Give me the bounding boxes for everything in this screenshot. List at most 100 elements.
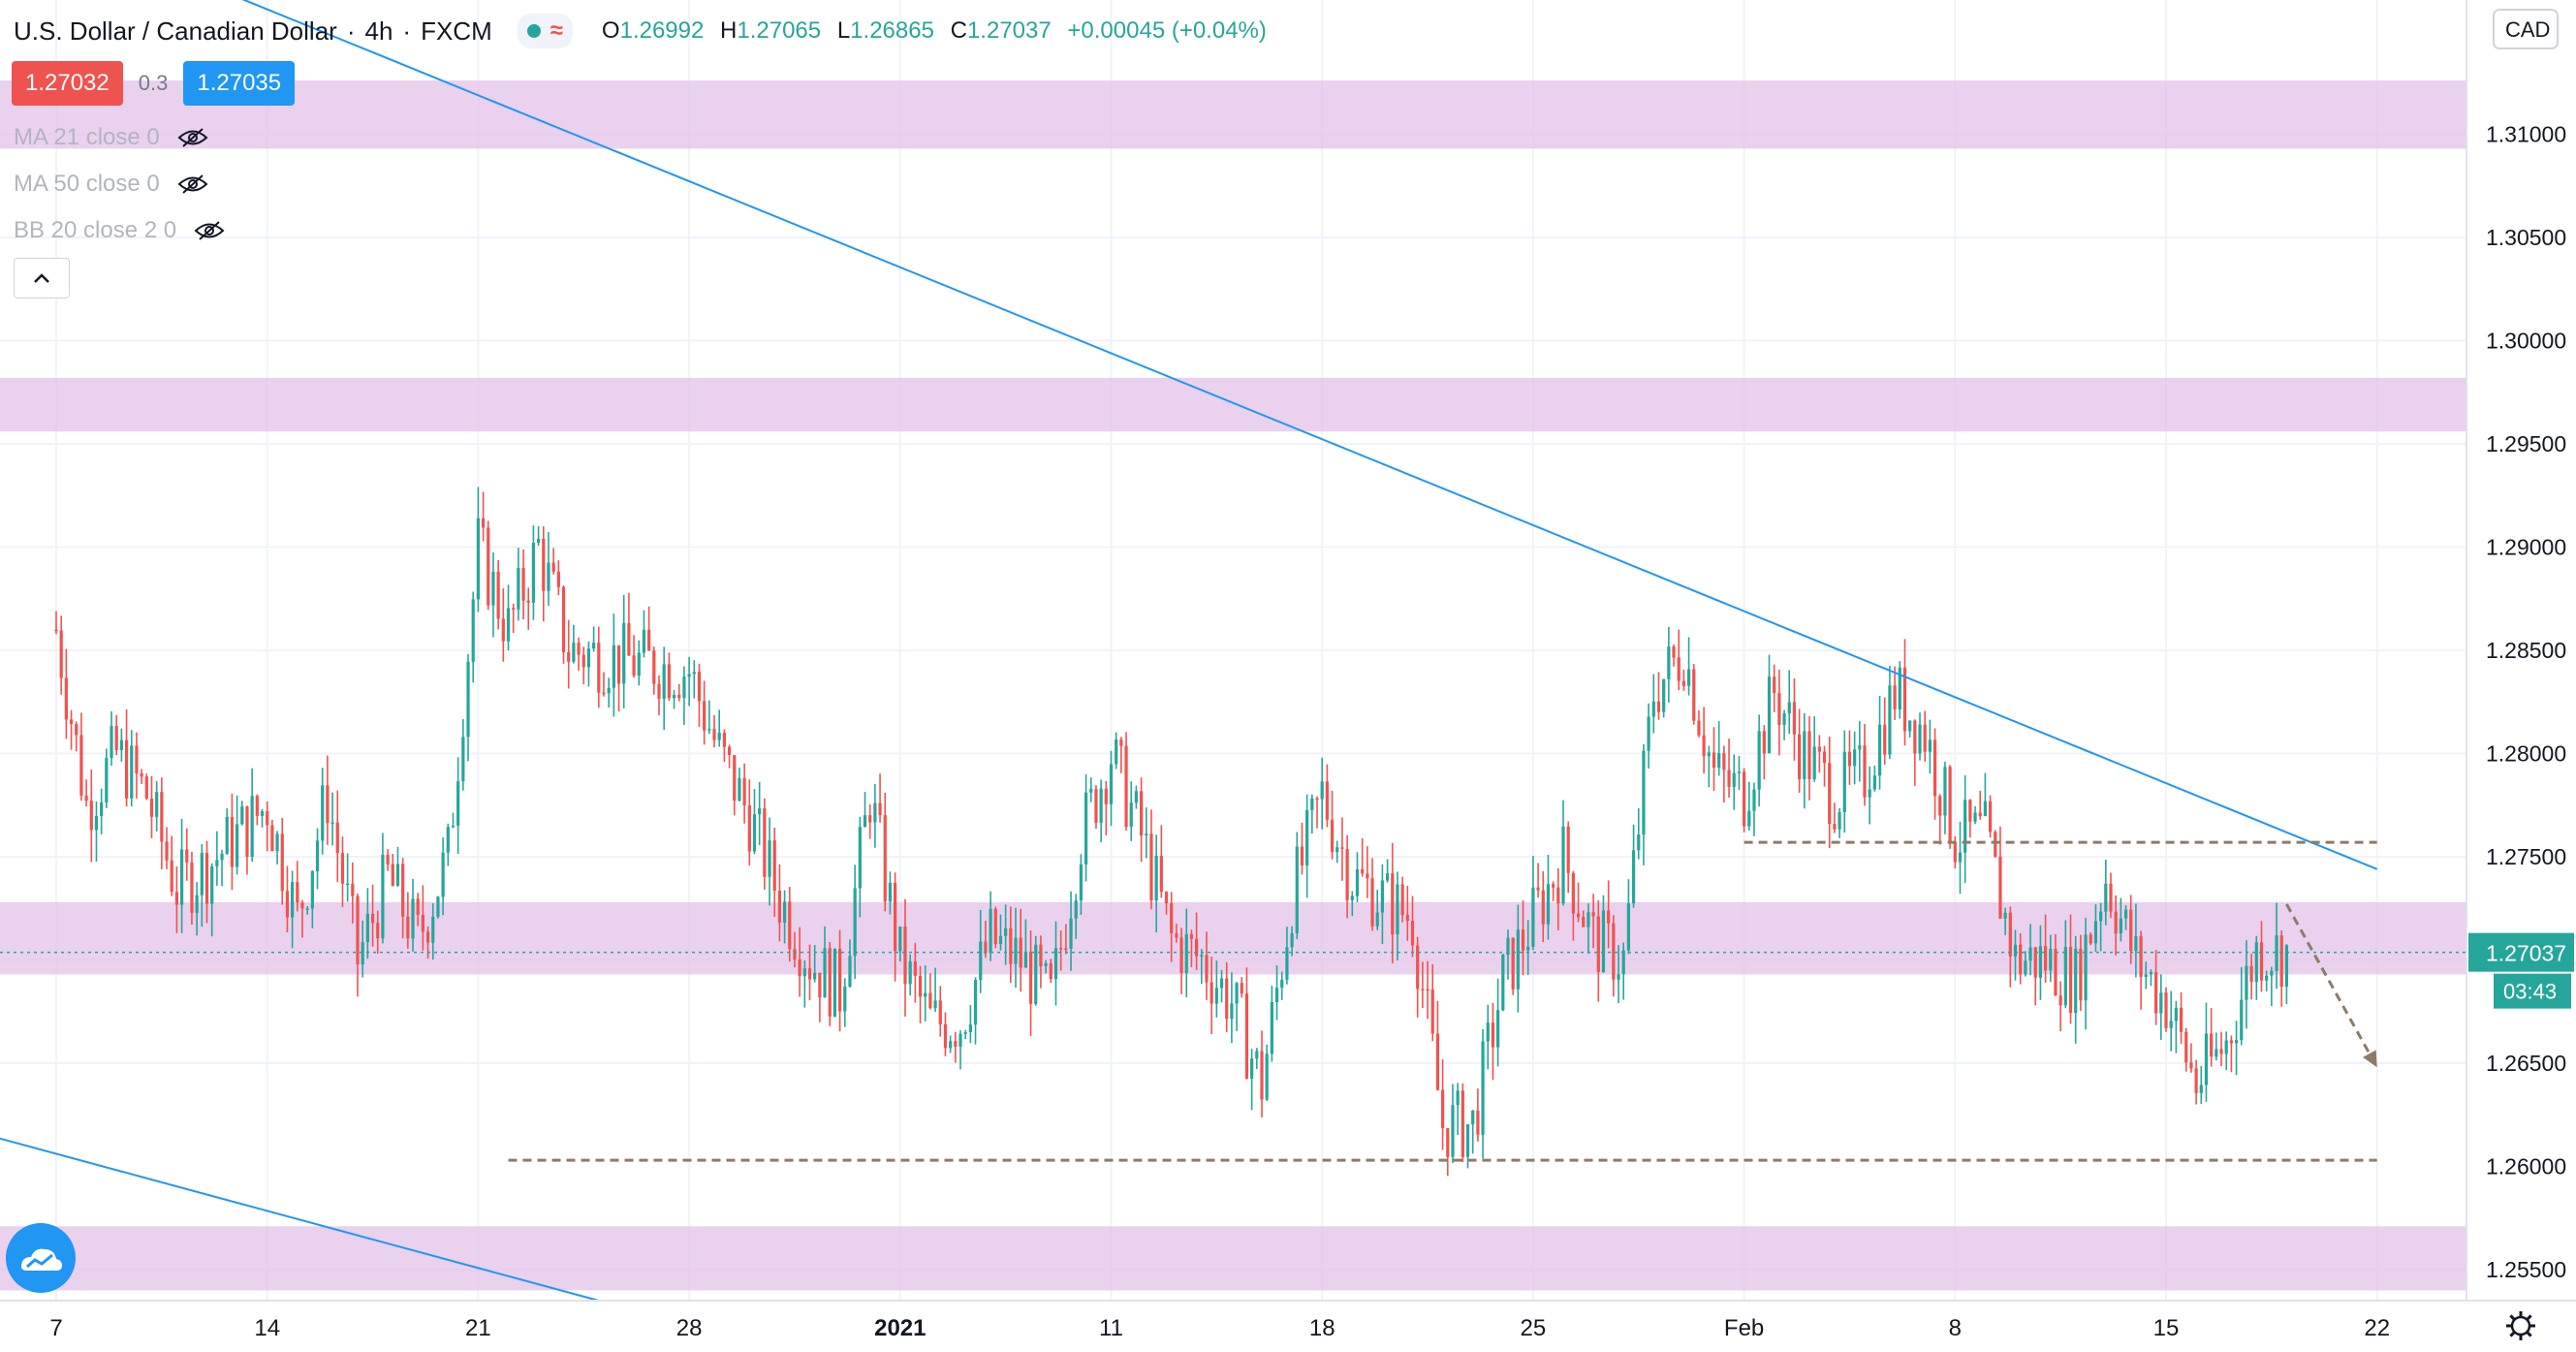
candle-body <box>1059 948 1063 950</box>
candle-body <box>903 927 907 985</box>
candle-body <box>1375 912 1379 927</box>
candle-body <box>1521 929 1525 951</box>
candle-body <box>1034 944 1038 1004</box>
price-tick-label: 1.27500 <box>2486 844 2566 869</box>
candle-body <box>1255 1051 1259 1059</box>
candle-body <box>2194 1068 2198 1093</box>
candle-body <box>1195 938 1199 957</box>
candle-body <box>1953 842 1957 863</box>
candle-body <box>898 927 902 952</box>
candle-body <box>1471 1110 1475 1125</box>
price-tick-label: 1.31000 <box>2486 121 2566 146</box>
candle-body <box>2079 948 2083 1001</box>
candle-body <box>989 908 992 954</box>
candle-body <box>843 986 847 1012</box>
candle-body <box>1300 846 1304 865</box>
candle-body <box>1270 1001 1273 1054</box>
candle-body <box>1380 880 1385 913</box>
candle-body <box>2169 1021 2173 1028</box>
candle-body <box>938 1000 942 1024</box>
price-tick-label: 1.26500 <box>2486 1051 2566 1076</box>
candle-body <box>119 739 123 750</box>
candle-body <box>1847 751 1852 767</box>
candle-body <box>1973 812 1977 822</box>
candle-body <box>2149 972 2153 975</box>
price-tick-label: 1.25500 <box>2486 1257 2566 1282</box>
candle-body <box>2024 960 2027 975</box>
candle-body <box>2008 912 2012 957</box>
candle-body <box>2265 975 2269 981</box>
gear-ring <box>2510 1315 2531 1336</box>
candle-body <box>140 773 143 777</box>
candle-body <box>204 853 209 904</box>
candle-body <box>386 854 390 865</box>
candle-body <box>1009 928 1013 964</box>
price-zone <box>0 1226 2466 1291</box>
candle-body <box>602 692 606 695</box>
candle-body <box>1099 788 1103 823</box>
candle-body <box>547 562 550 591</box>
candle-body <box>2249 965 2253 983</box>
candle-body <box>1244 993 1249 1079</box>
candle-body <box>652 650 656 684</box>
candle-body <box>818 972 822 998</box>
candle-body <box>130 745 134 799</box>
candle-body <box>2038 946 2043 978</box>
candle-body <box>798 959 801 977</box>
candle-body <box>1124 745 1128 828</box>
candle-body <box>556 571 560 587</box>
candle-body <box>2234 1040 2239 1044</box>
candle-body <box>425 931 430 943</box>
candle-body <box>1642 750 1646 835</box>
candle-body <box>421 914 424 932</box>
candle-body <box>968 1024 972 1033</box>
settings-gear-icon[interactable] <box>2506 1311 2535 1340</box>
candle-body <box>441 852 445 897</box>
candle-body <box>567 651 571 662</box>
candle-body <box>1757 731 1761 790</box>
candle-body <box>1260 1051 1264 1100</box>
candle-body <box>592 643 596 649</box>
candle-body <box>943 1023 948 1049</box>
candle-body <box>1014 937 1018 964</box>
candle-body <box>1129 802 1133 828</box>
candle-body <box>873 802 877 823</box>
candle-body <box>727 746 732 756</box>
candle-body <box>1355 868 1360 896</box>
candle-body <box>1672 646 1676 658</box>
candle-body <box>1828 763 1832 825</box>
candle-body <box>2049 949 2053 971</box>
candle-body <box>2093 921 2098 944</box>
candle-body <box>215 860 219 866</box>
time-axis[interactable]: 7 14 21 28 2021 11 18 25 Feb 8 15 22 <box>0 1300 2576 1347</box>
candle-body <box>1817 746 1821 752</box>
price-axis[interactable]: 1.31000 1.30500 1.30000 1.29500 1.29000 1.285… <box>2466 0 2576 1347</box>
candle-body <box>1400 884 1404 915</box>
candle-body <box>837 948 842 1012</box>
candle-body <box>1361 868 1365 874</box>
candle-body <box>572 643 576 662</box>
cloud-logo-icon <box>21 1248 62 1271</box>
candle-body <box>1877 724 1882 776</box>
candle-body <box>110 726 113 759</box>
candle-body <box>2184 1031 2188 1063</box>
tradingview-logo[interactable] <box>6 1223 76 1293</box>
candle-body <box>793 949 797 959</box>
candle-body <box>1345 848 1349 900</box>
candle-body <box>1988 801 1993 833</box>
candle-body <box>1225 978 1229 1020</box>
time-tick-label: 22 <box>2364 1315 2390 1341</box>
candle-body <box>1908 720 1912 732</box>
candle-body <box>335 822 339 854</box>
collapse-legend-button[interactable] <box>14 258 70 299</box>
candle-body <box>84 795 88 802</box>
candle-body <box>446 827 450 853</box>
candle-body <box>356 896 360 965</box>
candle-body <box>1396 884 1399 935</box>
candle-body <box>763 808 767 877</box>
candle-body <box>1938 796 1942 816</box>
currency-badge <box>2493 9 2559 49</box>
candle-body <box>536 539 541 544</box>
